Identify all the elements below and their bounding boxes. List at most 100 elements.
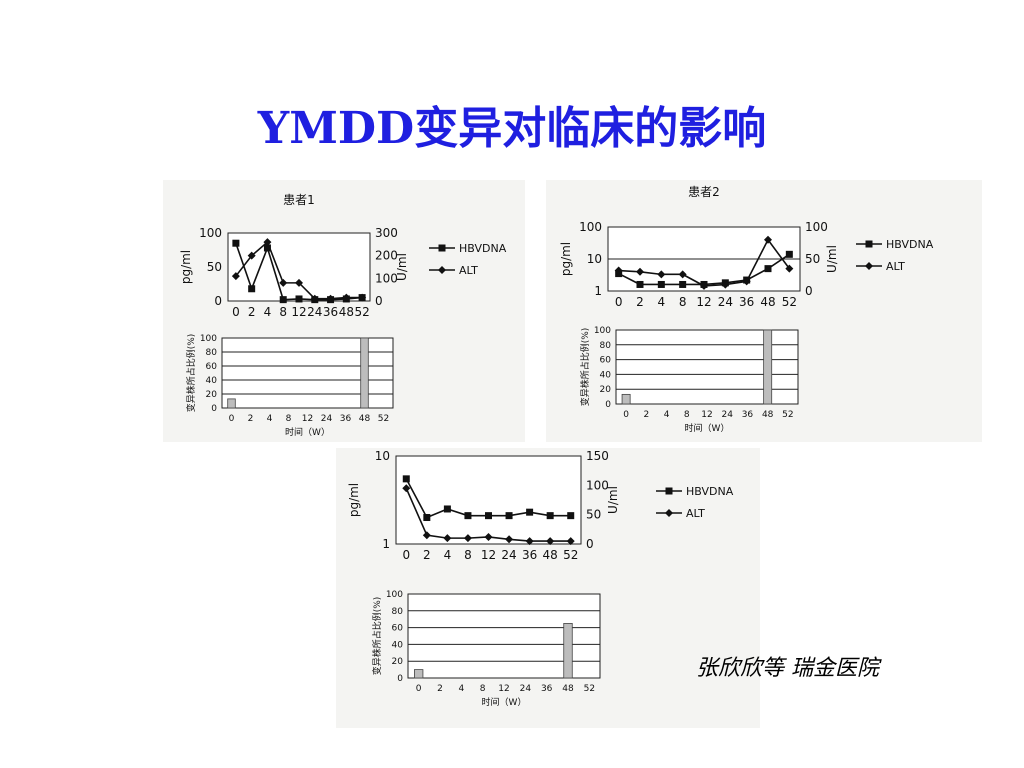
bar-week-0 <box>621 393 631 405</box>
data-point-alt <box>764 235 772 244</box>
data-point-alt <box>678 270 687 279</box>
legend-entry: ALT <box>459 264 478 277</box>
y-tick-label: 80 <box>392 607 404 617</box>
y-tick-label: 1 <box>382 537 390 551</box>
data-point-alt <box>231 272 240 281</box>
x-axis-label: 时间（W） <box>285 426 330 438</box>
data-point-hbvdna <box>464 512 472 520</box>
y-axis-label: pg/ml <box>559 242 573 276</box>
legend-marker <box>665 509 673 517</box>
data-point-hbvdna <box>567 512 575 520</box>
x-tick-label: 2 <box>437 684 443 694</box>
x-axis-label: 时间（W） <box>685 422 730 434</box>
x-tick-label: 8 <box>684 410 690 420</box>
data-point-alt <box>742 277 751 286</box>
x-tick-label: 12 <box>481 548 496 562</box>
x-tick-label: 0 <box>416 684 422 694</box>
x-tick-label: 36 <box>541 684 553 694</box>
legend-entry: HBVDNA <box>459 242 507 255</box>
bar-week-48 <box>763 329 773 405</box>
data-point-hbvdna <box>402 475 410 483</box>
x-tick-label: 12 <box>291 305 306 319</box>
data-point-alt <box>700 281 708 290</box>
x-tick-label: 8 <box>480 684 486 694</box>
x-tick-label: 8 <box>464 548 472 562</box>
legend-entry: ALT <box>886 260 905 273</box>
bar-week-0 <box>414 669 424 679</box>
legend-marker <box>865 240 873 248</box>
chart-title: 患者2 <box>688 185 720 199</box>
y-tick-label: 40 <box>600 370 612 380</box>
x-tick-label: 24 <box>307 305 322 319</box>
data-point-hbvdna <box>232 239 240 247</box>
data-point-alt <box>785 264 794 273</box>
y2-tick-label: 300 <box>375 226 398 240</box>
slide-title: YMDD变异对临床的影响 <box>257 103 767 154</box>
y-tick-label: 0 <box>397 674 403 684</box>
x-tick-label: 0 <box>615 295 623 309</box>
y-tick-label: 60 <box>392 624 404 634</box>
y2-tick-label: 200 <box>375 249 398 263</box>
data-point-hbvdna <box>423 514 431 522</box>
y-tick-label: 20 <box>392 657 404 667</box>
x-tick-label: 24 <box>520 684 532 694</box>
x-tick-label: 52 <box>354 305 369 319</box>
data-point-alt <box>279 278 288 287</box>
y-tick-label: 10 <box>587 252 602 266</box>
y-axis-label: 变异株所占比例(%) <box>185 334 197 413</box>
x-axis-label: 时间（W） <box>482 696 527 708</box>
y2-axis-label: U/ml <box>825 245 839 273</box>
data-point-alt <box>484 532 493 541</box>
data-point-alt <box>566 537 575 546</box>
data-point-hbvdna <box>785 250 793 258</box>
data-point-alt <box>636 267 644 276</box>
y2-tick-label: 0 <box>805 284 813 298</box>
data-point-alt <box>505 535 514 544</box>
y2-tick-label: 0 <box>375 294 383 308</box>
x-tick-label: 2 <box>423 548 431 562</box>
data-point-hbvdna <box>505 512 513 520</box>
y2-tick-label: 100 <box>586 478 609 492</box>
x-tick-label: 48 <box>760 295 775 309</box>
y-axis-label: pg/ml <box>347 483 361 517</box>
y-tick-label: 100 <box>199 226 222 240</box>
y2-tick-label: 150 <box>586 449 609 463</box>
y-tick-label: 100 <box>579 220 602 234</box>
y-tick-label: 0 <box>211 404 217 414</box>
data-point-alt <box>358 293 367 302</box>
y2-tick-label: 0 <box>586 537 594 551</box>
y-tick-label: 40 <box>206 376 218 386</box>
x-tick-label: 36 <box>340 414 352 424</box>
data-point-alt <box>614 266 623 275</box>
y-tick-label: 50 <box>207 260 222 274</box>
y2-axis-label: U/ml <box>606 486 620 514</box>
x-tick-label: 2 <box>643 410 649 420</box>
y-axis-label: pg/ml <box>179 250 193 284</box>
data-point-alt <box>342 293 351 302</box>
x-tick-label: 24 <box>501 548 516 562</box>
x-tick-label: 2 <box>248 305 256 319</box>
x-tick-label: 52 <box>782 410 793 420</box>
x-tick-label: 4 <box>444 548 452 562</box>
data-point-alt <box>443 534 452 543</box>
x-tick-label: 48 <box>543 548 558 562</box>
x-tick-label: 48 <box>339 305 354 319</box>
data-point-alt <box>546 537 555 546</box>
y-tick-label: 0 <box>605 400 611 410</box>
x-tick-label: 2 <box>248 414 254 424</box>
data-point-hbvdna <box>636 280 644 288</box>
data-point-alt <box>463 534 472 543</box>
x-tick-label: 0 <box>232 305 240 319</box>
x-tick-label: 52 <box>378 414 389 424</box>
data-point-alt <box>326 294 335 303</box>
data-point-hbvdna <box>263 244 271 252</box>
data-point-alt <box>295 278 303 287</box>
data-point-hbvdna <box>485 512 492 520</box>
y-tick-label: 80 <box>206 348 218 358</box>
